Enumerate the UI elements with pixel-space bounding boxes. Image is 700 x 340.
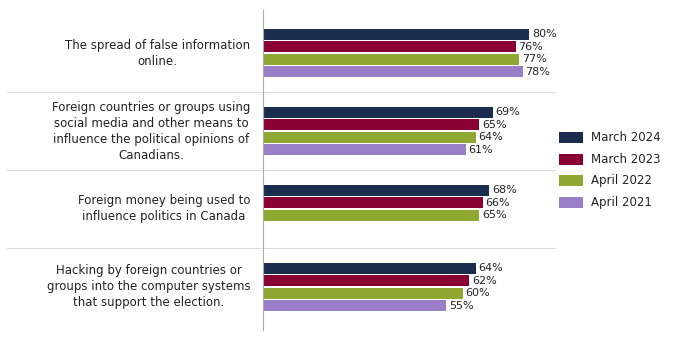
Text: 77%: 77% xyxy=(522,54,547,64)
Text: 78%: 78% xyxy=(525,67,550,77)
Text: 66%: 66% xyxy=(485,198,510,208)
FancyBboxPatch shape xyxy=(559,154,583,165)
Text: 64%: 64% xyxy=(479,132,503,142)
Text: 68%: 68% xyxy=(492,185,517,195)
Text: 60%: 60% xyxy=(466,288,490,298)
Bar xyxy=(263,275,469,286)
Text: 76%: 76% xyxy=(519,42,543,52)
Text: Foreign money being used to
influence politics in Canada: Foreign money being used to influence po… xyxy=(78,194,251,223)
Text: Hacking by foreign countries or
groups into the computer systems
that support th: Hacking by foreign countries or groups i… xyxy=(47,265,251,309)
Bar xyxy=(263,119,480,131)
FancyBboxPatch shape xyxy=(559,197,583,208)
Bar xyxy=(263,300,446,311)
Bar xyxy=(263,132,476,143)
Text: 65%: 65% xyxy=(482,210,507,220)
Text: 62%: 62% xyxy=(472,276,497,286)
Bar xyxy=(263,41,516,52)
FancyBboxPatch shape xyxy=(559,175,583,186)
Bar xyxy=(263,197,482,208)
Text: March 2024: March 2024 xyxy=(592,131,661,144)
FancyBboxPatch shape xyxy=(559,132,583,143)
Text: April 2021: April 2021 xyxy=(592,196,652,209)
Text: 69%: 69% xyxy=(496,107,520,117)
Bar xyxy=(263,29,529,40)
Text: April 2022: April 2022 xyxy=(592,174,652,187)
Bar xyxy=(263,288,463,299)
Bar xyxy=(263,262,476,274)
Bar xyxy=(263,185,489,196)
Bar xyxy=(263,209,480,221)
Bar xyxy=(263,144,466,155)
Text: 80%: 80% xyxy=(532,29,556,39)
Bar xyxy=(263,54,519,65)
Bar xyxy=(263,107,493,118)
Text: Foreign countries or groups using
social media and other means to
influence the : Foreign countries or groups using social… xyxy=(52,101,251,162)
Bar xyxy=(263,66,522,78)
Text: 61%: 61% xyxy=(469,145,493,155)
Text: 64%: 64% xyxy=(479,263,503,273)
Text: The spread of false information
online.: The spread of false information online. xyxy=(65,38,251,68)
Text: 65%: 65% xyxy=(482,120,507,130)
Text: 55%: 55% xyxy=(449,301,473,311)
Text: March 2023: March 2023 xyxy=(592,153,661,166)
